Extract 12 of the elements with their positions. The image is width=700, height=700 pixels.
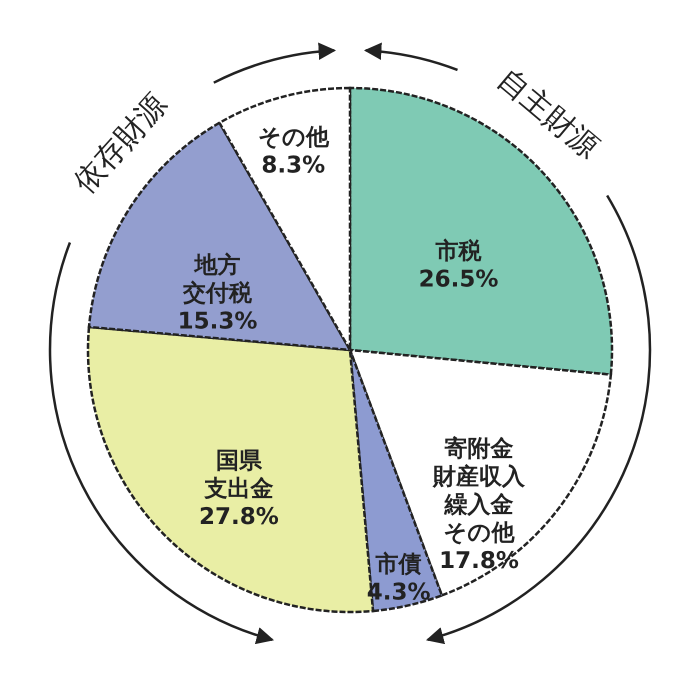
data-label: 15.3% <box>178 308 258 334</box>
text: 自主財源 <box>491 62 606 166</box>
slice-label: その他 <box>258 124 330 150</box>
data-label: 8.3% <box>261 152 326 178</box>
text: 依存財源 <box>68 87 174 200</box>
data-label: 27.8% <box>198 504 279 530</box>
slice-label: 寄附金財産収入繰入金その他 <box>432 434 526 546</box>
slice-label: 市税 <box>434 237 483 264</box>
slice-label: 市債 <box>374 550 422 578</box>
slice-label: 国県支出金 <box>203 448 274 502</box>
slice-label: 地方交付税 <box>182 251 254 306</box>
data-label: 26.5% <box>418 266 498 292</box>
